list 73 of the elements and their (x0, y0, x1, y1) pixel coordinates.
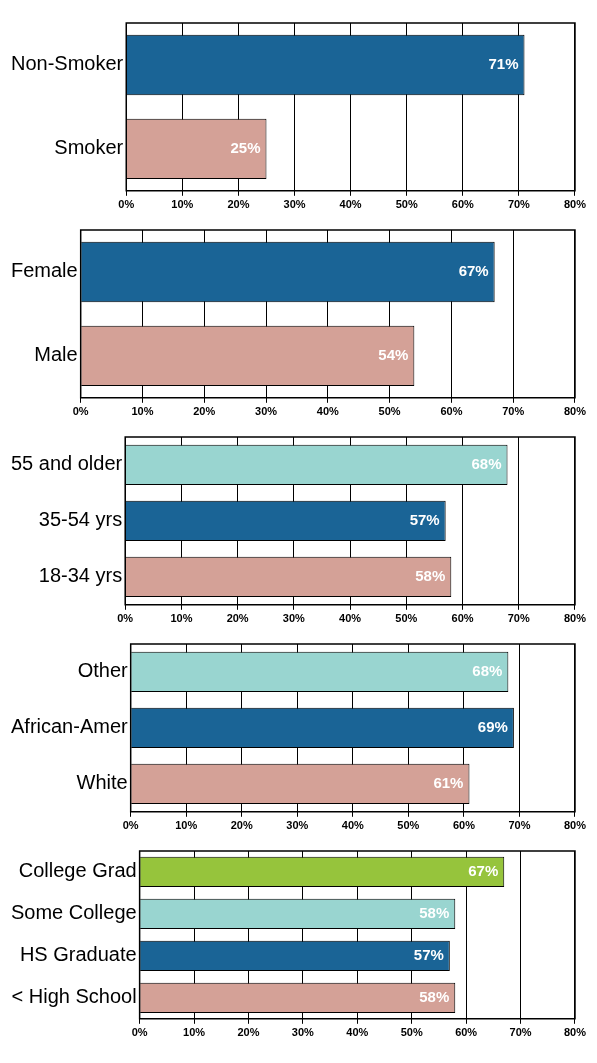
data-label: 68% (471, 455, 502, 473)
x-tick-label: 70% (509, 1026, 532, 1039)
x-tick-label: 60% (440, 405, 463, 418)
y-tick-label: 55 and older (11, 452, 123, 475)
data-label: 25% (230, 138, 261, 156)
x-tick-label: 30% (282, 612, 306, 625)
data-label: 67% (468, 862, 499, 880)
x-tick-label: 50% (378, 405, 401, 418)
x-tick-label: 50% (395, 612, 418, 625)
x-tick-label: 70% (502, 405, 525, 418)
x-tick-label: 10% (183, 1026, 206, 1039)
x-tick-label: 70% (508, 819, 531, 832)
x-tick-label: 70% (507, 612, 530, 625)
data-label: 58% (419, 904, 450, 922)
x-tick-label: 10% (175, 819, 198, 832)
y-tick-label: White (76, 771, 128, 794)
x-tick-label: 30% (255, 405, 278, 418)
x-tick-label: 80% (563, 819, 587, 832)
x-tick-label: 10% (171, 198, 194, 211)
y-tick-label: Some College (11, 901, 137, 924)
x-tick-label: 10% (170, 612, 193, 625)
x-tick-label: 80% (563, 198, 587, 211)
x-tick-label: 40% (316, 405, 340, 418)
x-tick-label: 60% (451, 612, 474, 625)
x-tick-label: 20% (227, 198, 250, 211)
x-tick-label: 0% (122, 819, 139, 832)
x-tick-label: 40% (341, 819, 365, 832)
x-tick-label: 0% (117, 612, 134, 625)
x-tick-label: 40% (339, 612, 362, 625)
x-tick-label: 50% (397, 819, 420, 832)
x-tick-label: 0% (131, 1026, 148, 1039)
x-tick-label: 50% (400, 1026, 423, 1039)
data-label: 57% (409, 511, 440, 529)
x-tick-label: 70% (507, 198, 531, 211)
y-tick-label: < High School (11, 985, 137, 1008)
x-tick-label: 30% (283, 198, 306, 211)
x-tick-label: 20% (226, 612, 249, 625)
x-tick-label: 20% (230, 819, 253, 832)
y-tick-label: Non-Smoker (10, 52, 124, 75)
x-tick-label: 30% (291, 1026, 315, 1039)
x-tick-label: 20% (237, 1026, 260, 1039)
data-label: 68% (472, 662, 503, 680)
data-label: 58% (419, 987, 450, 1005)
y-tick-label: HS Graduate (19, 943, 137, 966)
x-tick-label: 80% (563, 405, 587, 418)
data-label: 54% (378, 345, 409, 363)
data-label: 69% (477, 718, 508, 736)
y-tick-label: Female (10, 259, 78, 282)
x-tick-label: 40% (346, 1026, 369, 1039)
x-tick-label: 80% (563, 612, 587, 625)
data-label: 58% (415, 566, 446, 584)
x-tick-label: 60% (452, 819, 476, 832)
y-tick-label: 35-54 yrs (38, 508, 123, 531)
x-tick-label: 80% (563, 1026, 587, 1039)
x-tick-label: 20% (193, 405, 216, 418)
x-tick-label: 40% (339, 198, 362, 211)
x-tick-label: 60% (455, 1026, 478, 1039)
y-tick-label: Other (77, 659, 129, 682)
x-tick-label: 30% (286, 819, 309, 832)
y-tick-label: African-Amer (10, 715, 129, 738)
data-label: 67% (458, 262, 489, 280)
y-tick-label: College Grad (18, 859, 137, 882)
data-label: 71% (488, 55, 519, 73)
y-tick-label: Smoker (54, 136, 124, 159)
x-tick-label: 60% (451, 198, 475, 211)
x-tick-label: 10% (131, 405, 154, 418)
y-tick-label: 18-34 yrs (38, 564, 123, 587)
y-tick-label: Male (34, 343, 78, 366)
x-tick-label: 0% (118, 198, 135, 211)
data-label: 57% (413, 946, 444, 964)
x-tick-label: 50% (395, 198, 418, 211)
data-label: 61% (433, 773, 464, 791)
x-tick-label: 0% (72, 405, 89, 418)
